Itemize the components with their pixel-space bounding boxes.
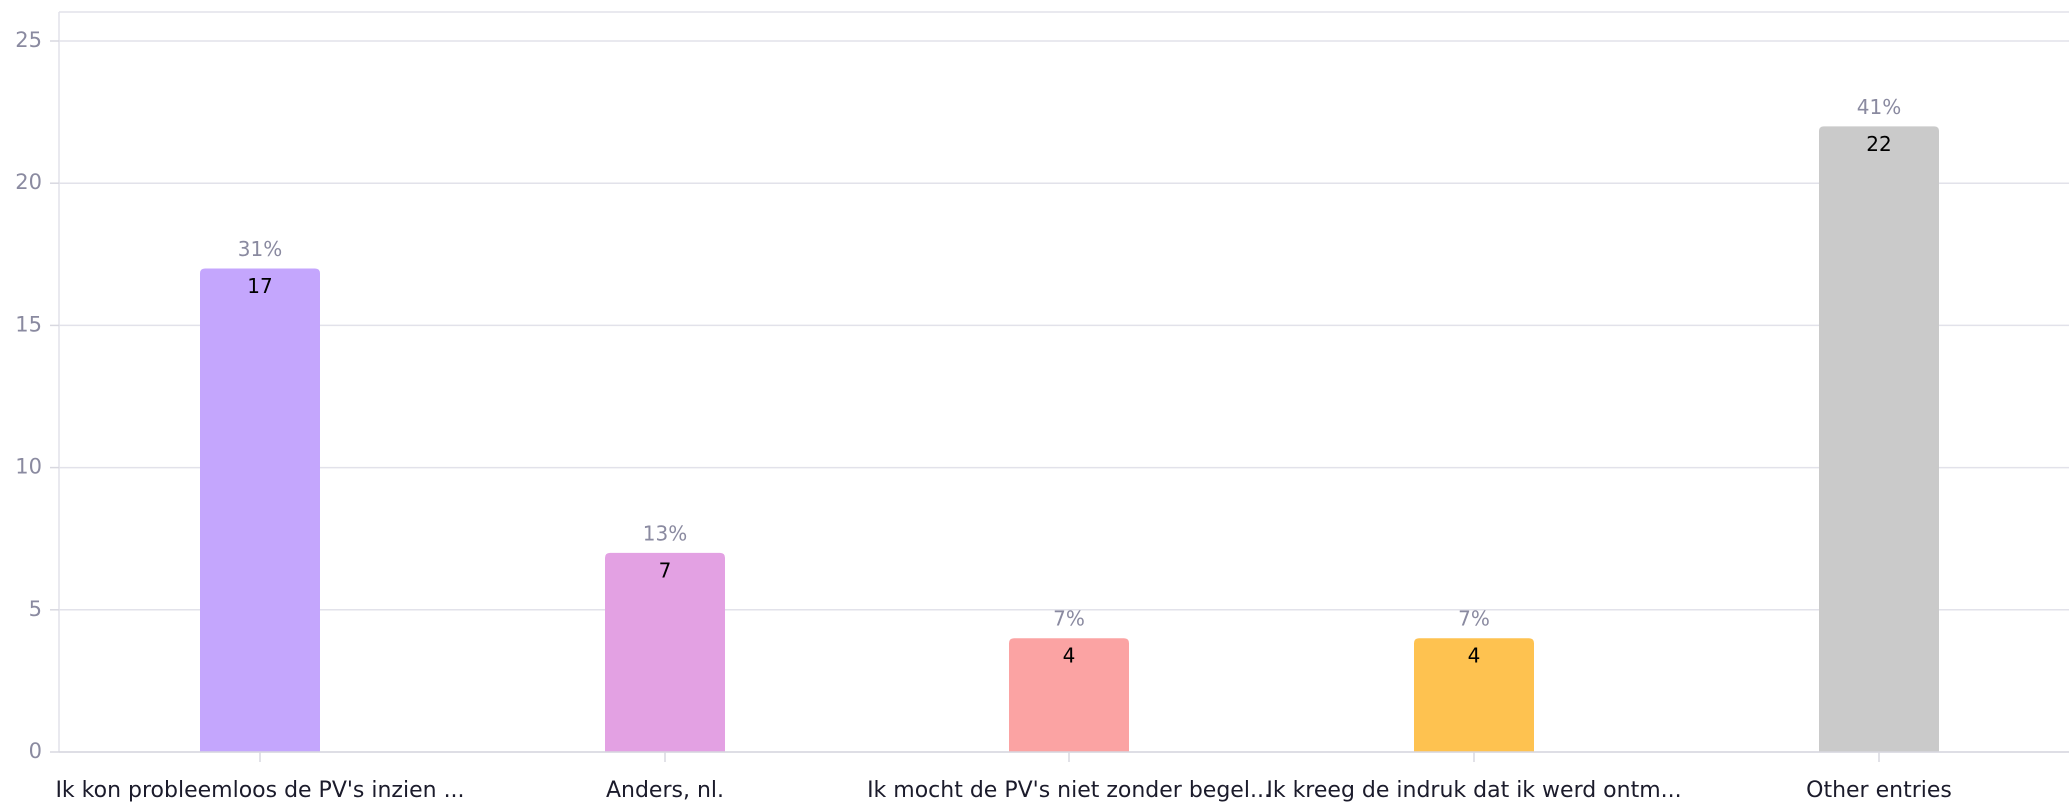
value-label: 17 [247,274,272,298]
percent-label: 31% [238,237,282,261]
x-tick-label: Ik kon probleemloos de PV's inzien ... [55,778,464,803]
x-tick-label: Ik kreeg de indruk dat ik werd ontm... [1266,778,1681,803]
percent-label: 13% [643,521,687,545]
bar [200,268,320,752]
bar [1819,126,1939,752]
value-label: 7 [659,558,672,582]
x-tick-label: Other entries [1806,778,1952,803]
bar [605,552,725,752]
y-tick-label: 10 [15,455,42,479]
value-label: 22 [1866,132,1891,156]
y-tick-label: 25 [15,28,42,52]
y-tick-label: 20 [15,170,42,194]
value-label: 4 [1063,644,1076,668]
percent-label: 7% [1458,607,1490,631]
percent-label: 41% [1857,95,1901,119]
bar [1009,638,1129,752]
y-tick-label: 15 [15,312,42,336]
y-tick-label: 0 [29,739,42,763]
percent-label: 7% [1053,607,1085,631]
bar [1414,638,1534,752]
value-label: 4 [1468,644,1481,668]
y-tick-label: 5 [29,597,42,621]
x-tick-label: Anders, nl. [606,778,724,803]
x-tick-label: Ik mocht de PV's niet zonder begel... [867,778,1271,803]
